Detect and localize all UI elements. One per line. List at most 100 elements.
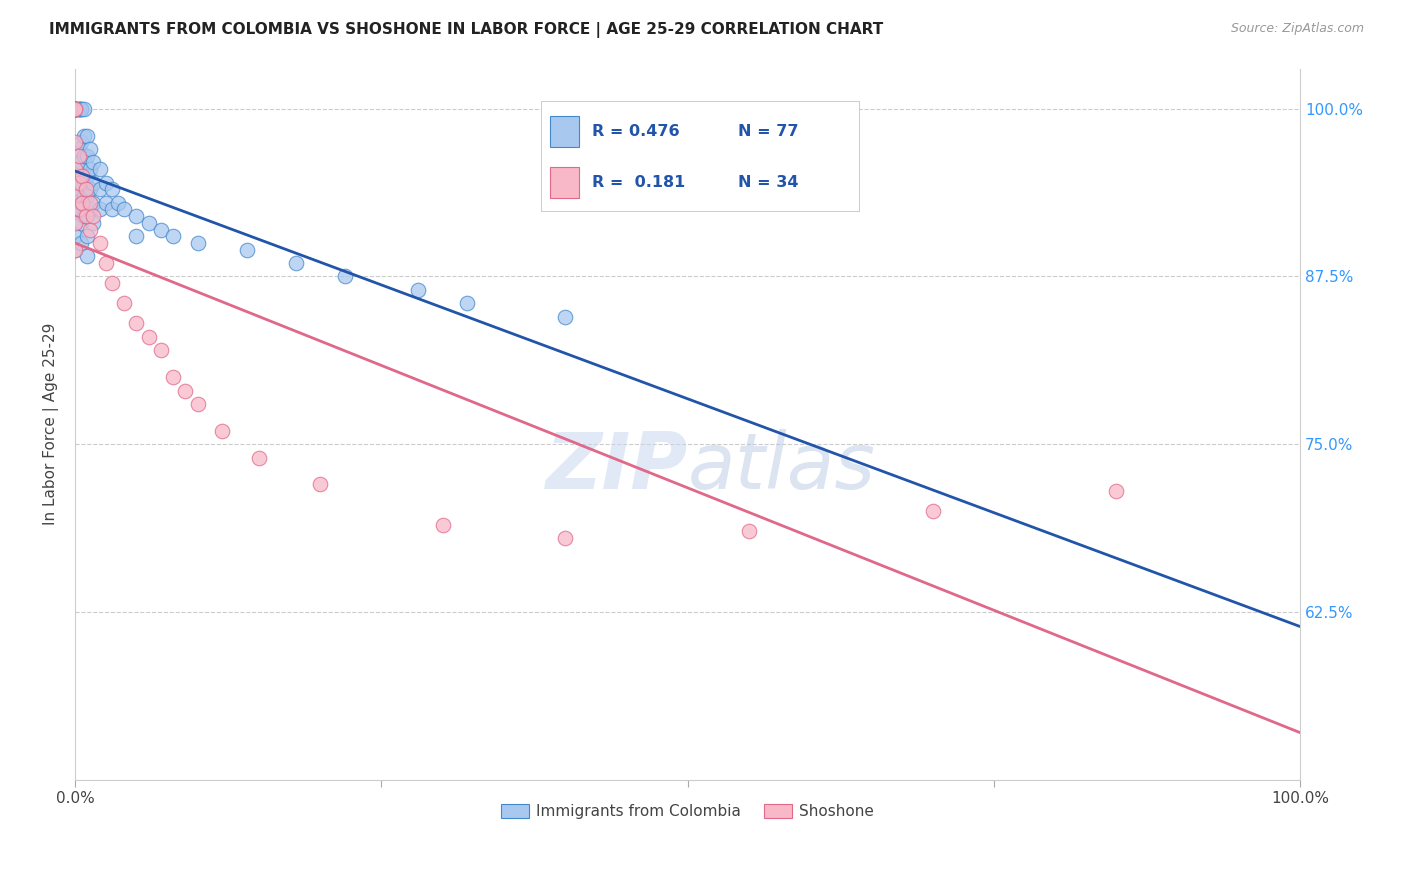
Point [63, 102, 86, 116]
Point [149, 222, 172, 236]
Point [921, 504, 943, 518]
Point [76, 128, 98, 143]
Point [284, 256, 307, 270]
Point [79, 222, 101, 236]
Point [70, 136, 93, 150]
Point [76, 169, 98, 183]
Point [89, 182, 111, 196]
Point [67, 149, 90, 163]
Point [75, 182, 97, 196]
Point [63, 102, 86, 116]
Point [125, 317, 148, 331]
Point [67, 176, 90, 190]
Point [73, 169, 96, 183]
Point [333, 269, 356, 284]
Point [211, 424, 233, 438]
Point [235, 243, 257, 257]
Point [94, 256, 117, 270]
Point [63, 229, 86, 244]
Point [70, 176, 93, 190]
Legend: Immigrants from Colombia, Shoshone: Immigrants from Colombia, Shoshone [495, 798, 880, 825]
Point [79, 195, 101, 210]
Point [432, 517, 454, 532]
Point [456, 296, 478, 310]
Point [554, 531, 576, 545]
Point [63, 102, 86, 116]
Point [67, 182, 90, 196]
Point [63, 243, 86, 257]
Point [63, 102, 86, 116]
Point [174, 384, 197, 398]
Point [101, 276, 124, 290]
Point [76, 249, 98, 263]
Point [149, 343, 172, 358]
Point [162, 370, 184, 384]
Point [82, 176, 104, 190]
Point [82, 195, 104, 210]
Point [247, 450, 270, 465]
Point [94, 195, 117, 210]
Y-axis label: In Labor Force | Age 25-29: In Labor Force | Age 25-29 [44, 323, 59, 525]
Point [79, 142, 101, 156]
Point [82, 155, 104, 169]
Point [63, 243, 86, 257]
Point [63, 169, 86, 183]
Point [101, 182, 124, 196]
Point [406, 283, 429, 297]
Point [70, 195, 93, 210]
Point [67, 102, 90, 116]
Point [76, 189, 98, 203]
Point [76, 229, 98, 244]
Point [63, 216, 86, 230]
Point [72, 169, 94, 183]
Point [63, 189, 86, 203]
Point [76, 209, 98, 223]
Point [63, 202, 86, 217]
Text: atlas: atlas [688, 429, 876, 505]
Point [63, 102, 86, 116]
Point [79, 202, 101, 217]
Point [72, 195, 94, 210]
Point [70, 102, 93, 116]
Point [63, 189, 86, 203]
Text: Source: ZipAtlas.com: Source: ZipAtlas.com [1230, 22, 1364, 36]
Point [70, 235, 93, 250]
Point [89, 235, 111, 250]
Point [63, 102, 86, 116]
Point [101, 202, 124, 217]
Point [63, 102, 86, 116]
Point [107, 195, 129, 210]
Point [63, 102, 86, 116]
Point [67, 102, 90, 116]
Point [112, 296, 135, 310]
Point [89, 162, 111, 177]
Point [63, 136, 86, 150]
Point [67, 162, 90, 177]
Point [70, 155, 93, 169]
Point [63, 216, 86, 230]
Point [73, 149, 96, 163]
Point [63, 102, 86, 116]
Point [73, 102, 96, 116]
Point [554, 310, 576, 324]
Point [89, 202, 111, 217]
Point [82, 209, 104, 223]
Point [70, 216, 93, 230]
Point [79, 182, 101, 196]
Text: ZIP: ZIP [546, 429, 688, 505]
Point [63, 102, 86, 116]
Point [73, 128, 96, 143]
Point [73, 189, 96, 203]
Point [309, 477, 332, 491]
Point [187, 397, 209, 411]
Point [187, 235, 209, 250]
Point [112, 202, 135, 217]
Point [67, 202, 90, 217]
Point [67, 142, 90, 156]
Point [138, 216, 160, 230]
Point [1105, 484, 1128, 499]
Point [63, 162, 86, 177]
Point [73, 209, 96, 223]
Point [138, 330, 160, 344]
Point [162, 229, 184, 244]
